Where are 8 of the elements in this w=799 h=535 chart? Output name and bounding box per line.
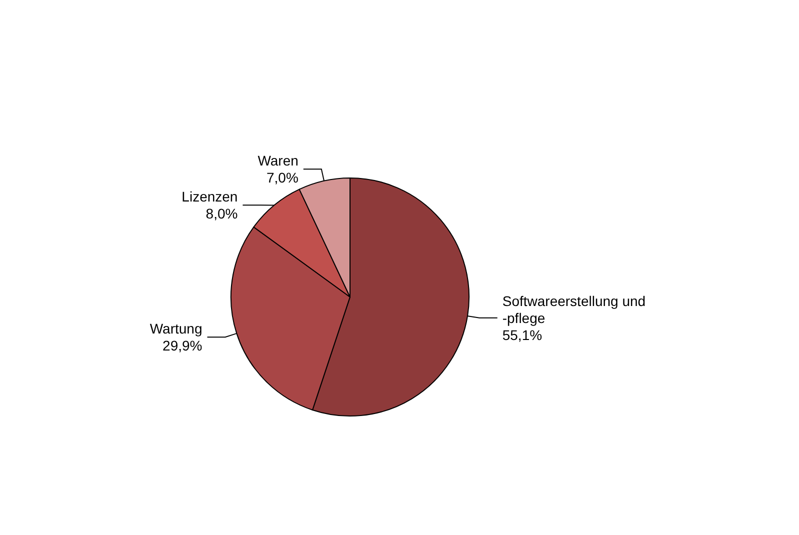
data-label: 55,1% [502,326,542,343]
slice-label: Waren [258,152,298,169]
data-label: 29,9% [162,338,202,354]
slice-label: Lizenzen [182,188,238,205]
data-label: 8,0% [206,206,238,222]
slice-label: Softwareerstellung und -pflege [502,292,650,326]
data-label: 7,0% [266,170,298,186]
slice-label: Wartung [150,320,202,337]
